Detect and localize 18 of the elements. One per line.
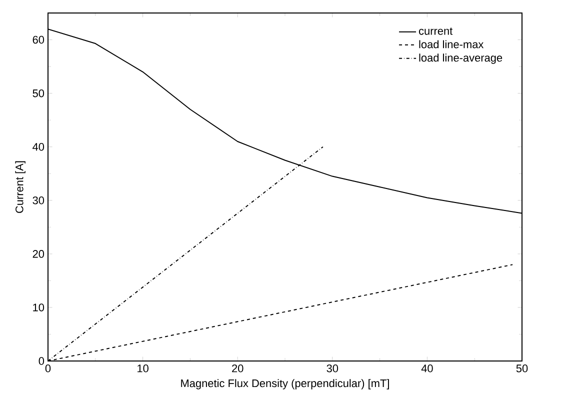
y-tick-label: 10	[33, 304, 44, 312]
x-tick-label: 10	[138, 364, 148, 372]
y-tick-label: 30	[32, 196, 44, 204]
y-tick-label: 50	[32, 89, 44, 98]
legend-label: current	[419, 28, 453, 35]
y-tick-label: 60	[32, 36, 44, 44]
y-tick-label: 40	[32, 142, 44, 151]
legend-label: load line-average	[419, 54, 502, 64]
x-axis-title: Magnetic Flux Density (perpendicular) [mT]	[181, 379, 389, 390]
x-tick-label: 30	[326, 364, 338, 372]
x-tick-label: 0	[45, 364, 51, 372]
y-tick-label: 0	[38, 357, 44, 365]
x-tick-label: 40	[421, 364, 433, 372]
y-axis-title: Current [A]	[15, 161, 26, 213]
legend-label: load line-max	[419, 40, 484, 48]
y-tick-label: 20	[32, 250, 44, 258]
x-tick-label: 50	[516, 364, 528, 372]
x-tick-label: 20	[232, 364, 244, 372]
